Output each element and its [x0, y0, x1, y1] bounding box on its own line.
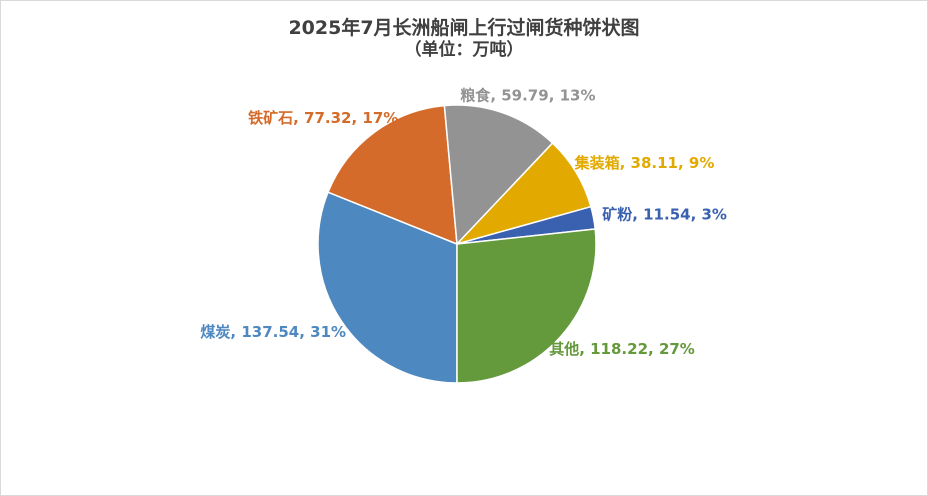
data-label-5: 矿粉, 11.54, 3%: [602, 205, 727, 223]
label-separator: ,: [351, 109, 362, 127]
pie-slice-3: [443, 104, 554, 245]
data-label-6: 其他, 118.22, 27%: [549, 340, 695, 358]
label-category: 粮食: [460, 87, 491, 105]
label-separator: ,: [490, 87, 501, 105]
label-category: 煤炭: [200, 323, 230, 341]
pie-slice-1: [317, 191, 458, 384]
label-value: 59.79: [501, 87, 548, 105]
label-value: 118.22: [590, 340, 648, 358]
pie-slice-6: [456, 228, 597, 384]
label-category: 其他: [549, 340, 579, 358]
label-separator: ,: [549, 87, 560, 105]
chart-title: 2025年7月长洲船闸上行过闸货种饼状图: [288, 16, 639, 39]
data-label-3: 粮食, 59.79, 13%: [460, 87, 595, 105]
label-percent: 9%: [689, 154, 714, 172]
label-separator: ,: [691, 205, 702, 223]
label-separator: ,: [620, 154, 631, 172]
label-category: 铁矿石: [248, 109, 293, 127]
label-category: 矿粉: [602, 205, 632, 223]
label-separator: ,: [579, 340, 590, 358]
data-label-1: 煤炭, 137.54, 31%: [200, 323, 346, 341]
label-value: 38.11: [631, 154, 678, 172]
pie-slice-2: [327, 104, 458, 245]
label-percent: 17%: [362, 109, 398, 127]
label-value: 137.54: [241, 323, 299, 341]
label-separator: ,: [678, 154, 689, 172]
label-value: 11.54: [643, 205, 690, 223]
label-separator: ,: [299, 323, 310, 341]
data-label-2: 铁矿石, 77.32, 17%: [248, 109, 398, 127]
label-percent: 31%: [310, 323, 346, 341]
label-category: 集装箱: [574, 154, 620, 172]
label-percent: 13%: [560, 87, 596, 105]
pie-slices: [317, 104, 597, 384]
data-labels: 煤炭, 137.54, 31% 铁矿石, 77.32, 17% 粮食, 59.79,…: [200, 87, 727, 358]
label-separator: ,: [293, 109, 304, 127]
label-value: 77.32: [304, 109, 351, 127]
data-label-4: 集装箱, 38.11, 9%: [574, 154, 715, 172]
label-percent: 3%: [702, 205, 727, 223]
label-separator: ,: [632, 205, 643, 223]
label-separator: ,: [648, 340, 659, 358]
chart-subtitle: （单位：万吨）: [405, 39, 524, 60]
label-percent: 27%: [659, 340, 695, 358]
label-separator: ,: [230, 323, 241, 341]
